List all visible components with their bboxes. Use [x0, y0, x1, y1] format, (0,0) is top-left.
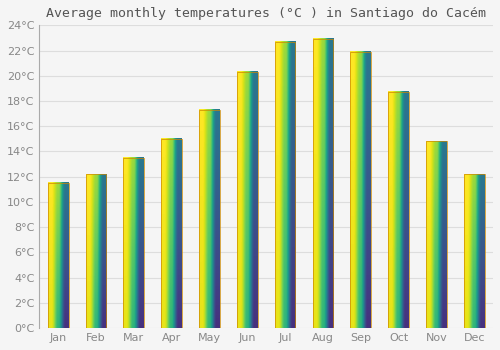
Bar [237, 72, 258, 328]
Bar [86, 174, 106, 328]
Bar [274, 42, 295, 328]
Bar [312, 39, 334, 328]
Title: Average monthly temperatures (°C ) in Santiago do Cacém: Average monthly temperatures (°C ) in Sa… [46, 7, 486, 20]
Bar [48, 183, 68, 328]
Bar [350, 52, 371, 328]
Bar [388, 92, 409, 328]
Bar [199, 110, 220, 328]
Bar [464, 174, 484, 328]
Bar [162, 139, 182, 328]
Bar [124, 158, 144, 328]
Bar [426, 141, 446, 328]
